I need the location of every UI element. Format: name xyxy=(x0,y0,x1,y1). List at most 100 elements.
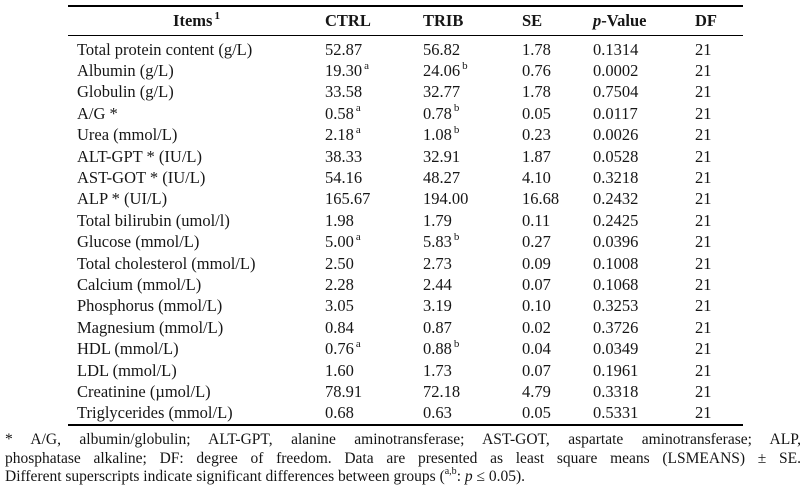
cell-ctrl: 0.68 xyxy=(325,403,354,423)
cell-trib: 2.73 xyxy=(423,253,452,273)
cell-p_value: 0.0117 xyxy=(593,103,638,123)
item-label: ALP * (UI/L) xyxy=(77,189,168,209)
table-row: ALT-GPT * (IU/L) 38.33 32.91 1.87 0.0528 21 xyxy=(68,146,743,167)
cell-ctrl: 38.33 xyxy=(325,146,363,166)
item-label: LDL (mmol/L) xyxy=(77,360,177,380)
cell-df: 21 xyxy=(695,103,712,123)
table-row: Glucose (mmol/L) 5.00 a 5.83 b 0.27 0.0396 21 xyxy=(68,230,743,253)
cell-se: 0.07 xyxy=(522,274,551,294)
column-header-ctrl: CTRL xyxy=(325,6,423,36)
cell-se: 0.07 xyxy=(522,360,551,380)
cell-p_value: 0.3726 xyxy=(593,317,639,337)
cell-se: 1.78 xyxy=(522,39,551,59)
cell-se: 0.09 xyxy=(522,253,551,273)
column-header-df: DF xyxy=(695,6,743,36)
table-row: Total cholesterol (mmol/L) 2.50 2.73 0.09 0.… xyxy=(68,253,743,274)
cell-ctrl: 2.50 xyxy=(325,253,354,273)
cell-df: 21 xyxy=(695,146,712,166)
cell-trib: 194.00 xyxy=(423,189,469,209)
table-row: Triglycerides (mmol/L) 0.68 0.63 0.05 0.5331… xyxy=(68,403,743,425)
table-row: Creatinine (µmol/L) 78.91 72.18 4.79 0.3318 2… xyxy=(68,381,743,402)
cell-p_value: 0.3318 xyxy=(593,381,639,401)
significance-superscript: b xyxy=(462,59,468,72)
cell-df: 21 xyxy=(695,296,712,316)
column-header-p_value: p-Value xyxy=(593,6,695,36)
cell-df: 21 xyxy=(695,253,712,273)
cell-df: 21 xyxy=(695,232,712,252)
table-row: AST-GOT * (IU/L) 54.16 48.27 4.10 0.3218 21 xyxy=(68,167,743,188)
item-label: Glucose (mmol/L) xyxy=(77,232,200,252)
cell-p_value: 0.2425 xyxy=(593,210,639,230)
item-label: Total protein content (g/L) xyxy=(77,39,253,59)
significance-superscript: a xyxy=(355,123,361,136)
cell-ctrl: 2.28 xyxy=(325,274,354,294)
cell-trib: 32.77 xyxy=(423,82,461,102)
table-footnote: * A/G, albumin/globulin; ALT-GPT, alanin… xyxy=(5,431,801,487)
cell-se: 1.78 xyxy=(522,82,551,102)
cell-ctrl: 19.30 a xyxy=(325,59,370,81)
cell-p_value: 0.2432 xyxy=(593,189,639,209)
cell-p_value: 0.3253 xyxy=(593,296,639,316)
table-row: Total protein content (g/L) 52.87 56.82 1.7… xyxy=(68,36,743,61)
table-row: HDL (mmol/L) 0.76 a 0.88 b 0.04 0.0349 21 xyxy=(68,338,743,359)
significance-superscript: b xyxy=(453,337,460,350)
cell-se: 0.27 xyxy=(522,232,551,252)
cell-se: 1.87 xyxy=(522,146,551,166)
cell-p_value: 0.1068 xyxy=(593,274,639,294)
cell-ctrl: 1.98 xyxy=(325,210,354,230)
item-label: Total bilirubin (umol/l) xyxy=(77,210,230,230)
item-label: Phosphorus (mmol/L) xyxy=(77,296,223,316)
blood-parameters-table: Items 1 CTRL TRIB SE p-Value DF Total protein … xyxy=(68,5,743,427)
item-label: Albumin (g/L) xyxy=(77,61,174,81)
footnote-line3-suffix: ≤ 0.05). xyxy=(472,468,526,486)
cell-df: 21 xyxy=(695,360,712,380)
cell-trib: 0.78 b xyxy=(423,102,460,123)
cell-df: 21 xyxy=(695,82,712,102)
cell-df: 21 xyxy=(695,61,712,81)
cell-ctrl: 78.91 xyxy=(325,381,363,401)
cell-p_value: 0.7504 xyxy=(593,82,639,102)
table-row: A/G * 0.58 a 0.78 b 0.05 0.0117 21 xyxy=(68,103,743,124)
column-header-se: SE xyxy=(522,6,593,36)
cell-trib: 5.83 b xyxy=(423,230,460,252)
cell-se: 4.79 xyxy=(522,381,551,401)
cell-se: 4.10 xyxy=(522,168,551,188)
cell-trib: 1.73 xyxy=(423,360,452,380)
cell-df: 21 xyxy=(695,381,712,401)
table-row: Calcium (mmol/L) 2.28 2.44 0.07 0.1068 21 xyxy=(68,274,743,295)
cell-df: 21 xyxy=(695,168,712,188)
item-label: Triglycerides (mmol/L) xyxy=(77,403,233,423)
footnote-line-2: phosphatase alkaline; DF: degree of free… xyxy=(5,449,801,467)
table-row: LDL (mmol/L) 1.60 1.73 0.07 0.1961 21 xyxy=(68,360,743,381)
cell-se: 0.76 xyxy=(522,61,551,81)
cell-se: 0.02 xyxy=(522,317,551,337)
table-row: Albumin (g/L) 19.30 a 24.06 b 0.76 0.0002 21 xyxy=(68,60,743,81)
cell-trib: 1.08 b xyxy=(423,123,460,145)
cell-ctrl: 1.60 xyxy=(325,360,354,380)
cell-ctrl: 54.16 xyxy=(325,168,363,188)
cell-trib: 2.44 xyxy=(423,274,452,294)
cell-ctrl: 0.84 xyxy=(325,317,354,337)
footnote-line3-prefix: Different superscripts indicate signific… xyxy=(5,468,445,486)
cell-df: 21 xyxy=(695,403,712,423)
item-label: AST-GOT * (IU/L) xyxy=(77,168,206,188)
item-label: Calcium (mmol/L) xyxy=(77,274,202,294)
cell-trib: 3.19 xyxy=(423,296,452,316)
cell-p_value: 0.0396 xyxy=(593,232,639,252)
cell-ctrl: 165.67 xyxy=(325,189,371,209)
item-label: HDL (mmol/L) xyxy=(77,339,179,359)
cell-se: 0.11 xyxy=(522,210,551,230)
item-label: Creatinine (µmol/L) xyxy=(77,381,211,401)
cell-trib: 0.87 xyxy=(423,317,452,337)
cell-p_value: 0.1314 xyxy=(593,39,639,59)
cell-p_value: 0.0528 xyxy=(593,146,639,166)
cell-ctrl: 3.05 xyxy=(325,296,354,316)
cell-ctrl: 0.76 a xyxy=(325,337,361,359)
cell-df: 21 xyxy=(695,317,712,337)
cell-trib: 48.27 xyxy=(423,168,461,188)
significance-superscript: b xyxy=(453,102,460,115)
cell-df: 21 xyxy=(695,39,712,59)
footnote-line-3: Different superscripts indicate signific… xyxy=(5,467,801,487)
footnote-p-italic: p xyxy=(464,468,473,486)
